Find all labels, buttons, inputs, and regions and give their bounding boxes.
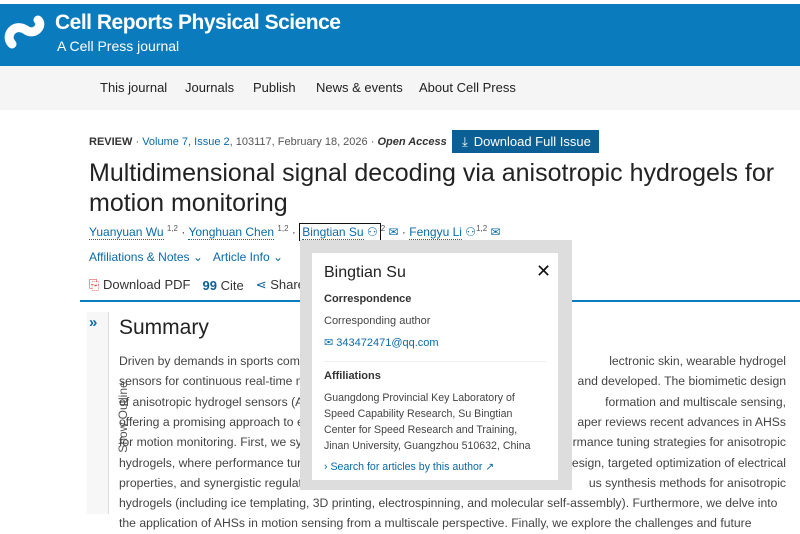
close-icon[interactable]: ✕ (536, 261, 552, 281)
email-icon[interactable]: ✉ (388, 225, 399, 239)
chevron-down-icon: ⌄ (192, 250, 203, 264)
author-link[interactable]: Fengyu Li (409, 225, 462, 240)
correspondence-label: Correspondence (324, 293, 412, 305)
article-title: Multidimensional signal decoding via ani… (89, 159, 775, 217)
journal-subtitle: A Cell Press journal (57, 38, 180, 54)
author-link[interactable]: Yonghuan Chen (188, 225, 275, 240)
summary-line: for motion monitoring. First, we sy rmanc… (119, 435, 786, 450)
chevron-down-icon: ⌄ (272, 250, 284, 264)
author-list: Yuanyuan Wu 1,2 · Yonghuan Chen 1,2 · Bi… (89, 223, 501, 241)
person-icon: ⚇ (366, 225, 378, 239)
nav-news-events[interactable]: News & events (316, 80, 403, 95)
affiliations-toggle[interactable]: Affiliations & Notes ⌄ (89, 250, 203, 264)
pdf-icon: ⎘ (89, 277, 100, 292)
summary-line: hydrogels (including ice templating, 3D … (119, 496, 778, 511)
journal-title[interactable]: Cell Reports Physical Science (55, 11, 341, 34)
email-link[interactable]: ✉ 343472471@qq.com (324, 337, 439, 349)
summary-line: offering a promising approach to e aper r… (119, 414, 786, 429)
share-icon: ⋖ (255, 277, 267, 292)
cite-button[interactable]: 99 Cite (202, 277, 244, 293)
nav-this-journal[interactable]: This journal (100, 80, 168, 95)
summary-line: of anisotropic hydrogel sensors (A format… (119, 394, 786, 409)
email-icon[interactable]: ✉ (490, 225, 501, 239)
divider (324, 361, 546, 362)
author-popup-content: Bingtian Su ✕ Correspondence Correspondi… (312, 253, 558, 480)
search-author-link[interactable]: › Search for articles by this author ↗ (324, 461, 495, 473)
nav-about[interactable]: About Cell Press (419, 80, 516, 95)
share-button[interactable]: ⋖ Share (255, 277, 305, 292)
summary-line: hydrogels, where performance tur esign, t… (119, 455, 786, 470)
download-full-issue-button[interactable]: ⤓ Download Full Issue (452, 130, 599, 153)
nav-publish[interactable]: Publish (253, 80, 296, 95)
email-icon: ✉ (324, 337, 334, 349)
quote-icon: 99 (202, 277, 217, 293)
nav-bar (0, 66, 800, 110)
article-type: REVIEW (89, 136, 133, 148)
site-header (0, 4, 800, 66)
download-icon: ⤓ (462, 133, 468, 149)
cell-press-logo-icon[interactable] (4, 14, 48, 54)
affiliations-label: Affiliations (324, 370, 381, 382)
expand-outline-icon[interactable]: » (89, 314, 98, 331)
outline-sidebar[interactable] (87, 312, 109, 514)
article-info-toggle[interactable]: Article Info ⌄ (212, 250, 284, 264)
person-icon: ⚇ (465, 225, 477, 239)
summary-line: Driven by demands in sports comp lectroni… (119, 354, 786, 368)
summary-line: properties, and synergistic regulat us sy… (119, 475, 786, 490)
article-meta: REVIEW · Volume 7, Issue 2, 103117, Febr… (89, 136, 447, 148)
summary-heading: Summary (119, 316, 209, 339)
nav-journals[interactable]: Journals (185, 80, 235, 95)
external-link-icon: ↗ (485, 461, 495, 473)
author-link-selected[interactable]: Bingtian Su ⚇ (299, 223, 381, 241)
popup-author-name: Bingtian Su (324, 264, 406, 281)
author-link[interactable]: Yuanyuan Wu (89, 225, 164, 240)
summary-line: the application of AHSs in motion sensin… (119, 516, 752, 531)
role-text: Corresponding author (324, 315, 431, 327)
download-pdf-button[interactable]: ⎘ Download PDF (89, 277, 191, 292)
open-access-label: Open Access (377, 136, 447, 148)
affiliation-text: Guangdong Provincial Key Laboratory of Sp… (324, 392, 531, 452)
volume-link[interactable]: Volume 7, Issue 2 (142, 136, 230, 148)
summary-line: sensors for continuous real-time m and de… (119, 374, 786, 389)
